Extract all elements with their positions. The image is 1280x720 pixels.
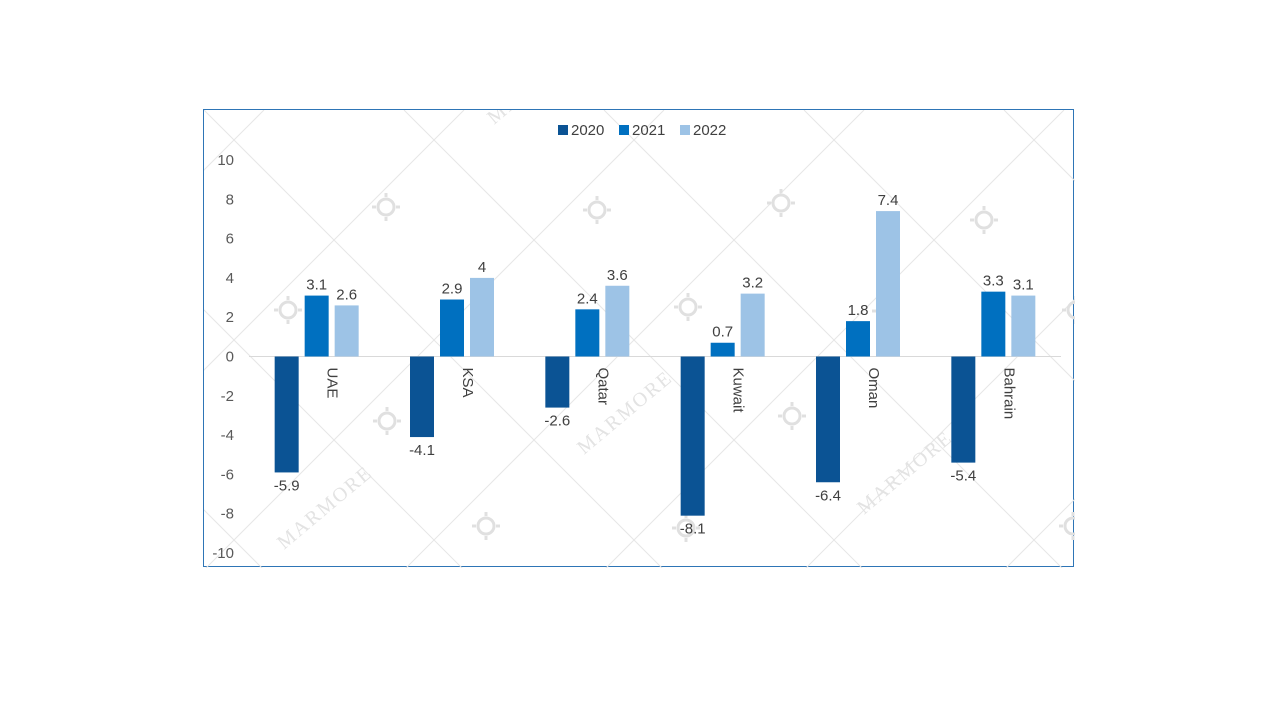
watermark-sun-icon (373, 407, 401, 435)
data-label-bahrain-2020: -5.4 (950, 468, 976, 485)
chart-legend: 2020 2021 2022 (558, 122, 726, 139)
bar-ksa-2022 (470, 277, 494, 357)
watermark-text: MARMORE (573, 367, 677, 459)
watermark-sun-icon (674, 293, 702, 321)
y-tick-label: -8 (221, 506, 234, 523)
bar-ksa-2020 (410, 356, 434, 438)
watermark-sun-icon (767, 189, 795, 217)
watermark-sun-icon (970, 206, 998, 234)
data-label-qatar-2020: -2.6 (544, 413, 570, 430)
category-labels: UAE KSA Qatar Kuwait Oman Bahrain (324, 368, 1018, 420)
legend-label: 2020 (571, 122, 604, 139)
y-tick-label: -10 (212, 545, 234, 562)
bar-qatar-2020 (545, 356, 570, 408)
legend-swatch (558, 125, 568, 135)
bar-uae-2020 (274, 356, 299, 473)
legend-swatch (680, 125, 690, 135)
legend-label: 2022 (693, 122, 726, 139)
legend-item-2020: 2020 (558, 122, 604, 139)
watermark-line (204, 110, 265, 171)
data-label-ksa-2022: 4 (478, 259, 486, 276)
category-label-uae: UAE (324, 368, 341, 399)
watermark-text: MARMORE (853, 427, 957, 519)
bar-kuwait-2022 (740, 293, 765, 357)
data-label-bahrain-2021: 3.3 (983, 273, 1004, 290)
watermark-line (204, 509, 263, 568)
bar-bahrain-2020 (951, 356, 976, 463)
legend-item-2021: 2021 (619, 122, 665, 139)
legend-label: 2021 (632, 122, 665, 139)
bar-ksa-2021 (440, 299, 464, 357)
bar-qatar-2022 (605, 285, 630, 357)
bar-bahrain-2022 (1011, 295, 1036, 357)
data-label-uae-2020: -5.9 (274, 477, 300, 494)
bar-uae-2022 (334, 305, 359, 357)
bar-oman-2021 (846, 321, 870, 357)
data-label-oman-2021: 1.8 (848, 302, 869, 319)
watermark-line (405, 110, 865, 568)
y-tick-label: 8 (226, 191, 234, 208)
watermark-sun-icon (1062, 296, 1075, 324)
watermark-line (204, 110, 465, 371)
category-label-ksa: KSA (459, 368, 476, 398)
watermark-sun-icon (274, 296, 302, 324)
category-label-oman: Oman (865, 368, 882, 409)
category-label-bahrain: Bahrain (1000, 368, 1017, 420)
watermark-text: MARMORE (273, 462, 377, 554)
watermark-sun-icon (472, 512, 500, 540)
watermark-sun-icon (1059, 512, 1075, 540)
bar-oman-2020 (816, 356, 840, 483)
y-tick-label: 4 (226, 270, 234, 287)
y-tick-label: 0 (226, 349, 234, 366)
y-axis: 10 8 6 4 2 0 -2 -4 -6 -8 -10 (212, 152, 1061, 562)
y-tick-label: -4 (221, 427, 234, 444)
bar-kuwait-2021 (710, 342, 735, 357)
data-label-qatar-2021: 2.4 (577, 290, 598, 307)
data-label-oman-2020: -6.4 (815, 487, 841, 504)
data-label-oman-2022: 7.4 (878, 192, 899, 209)
chart-frame: MARMOREMARMOREMARMOREMARMORE 20202021202… (203, 109, 1075, 568)
data-label-kuwait-2021: 0.7 (712, 324, 733, 341)
bars (274, 211, 1036, 516)
data-label-bahrain-2022: 3.1 (1013, 277, 1034, 294)
bar-qatar-2021 (575, 309, 600, 357)
data-label-ksa-2020: -4.1 (409, 442, 435, 459)
data-label-uae-2022: 2.6 (336, 286, 357, 303)
category-label-qatar: Qatar (594, 368, 611, 406)
watermark-sun-icon (372, 193, 400, 221)
watermark-sun-icon (583, 196, 611, 224)
bar-bahrain-2021 (981, 291, 1006, 357)
bar-kuwait-2020 (680, 356, 705, 516)
bar-uae-2021 (304, 295, 329, 357)
bar-oman-2022 (876, 211, 900, 357)
category-label-kuwait: Kuwait (730, 368, 747, 414)
watermark: MARMOREMARMOREMARMOREMARMORE (204, 110, 1075, 568)
y-tick-label: 10 (217, 152, 234, 169)
watermark-sun-icon (778, 402, 806, 430)
legend-swatch (619, 125, 629, 135)
data-label-kuwait-2020: -8.1 (680, 521, 706, 538)
y-tick-label: -6 (221, 466, 234, 483)
data-label-kuwait-2022: 3.2 (742, 275, 763, 292)
bar-chart: MARMOREMARMOREMARMOREMARMORE 20202021202… (204, 110, 1075, 568)
legend-item-2022: 2022 (680, 122, 726, 139)
y-tick-label: 6 (226, 231, 234, 248)
data-label-ksa-2021: 2.9 (442, 281, 463, 298)
data-labels: -5.9 3.1 2.6 -4.1 2.9 4 -2.6 2.4 3.6 -8.1 0.7 3.2 -6… (274, 192, 1034, 538)
data-label-uae-2021: 3.1 (306, 277, 327, 294)
y-tick-label: -2 (221, 388, 234, 405)
y-tick-label: 2 (226, 309, 234, 326)
data-label-qatar-2022: 3.6 (607, 267, 628, 284)
watermark-line (205, 110, 665, 568)
